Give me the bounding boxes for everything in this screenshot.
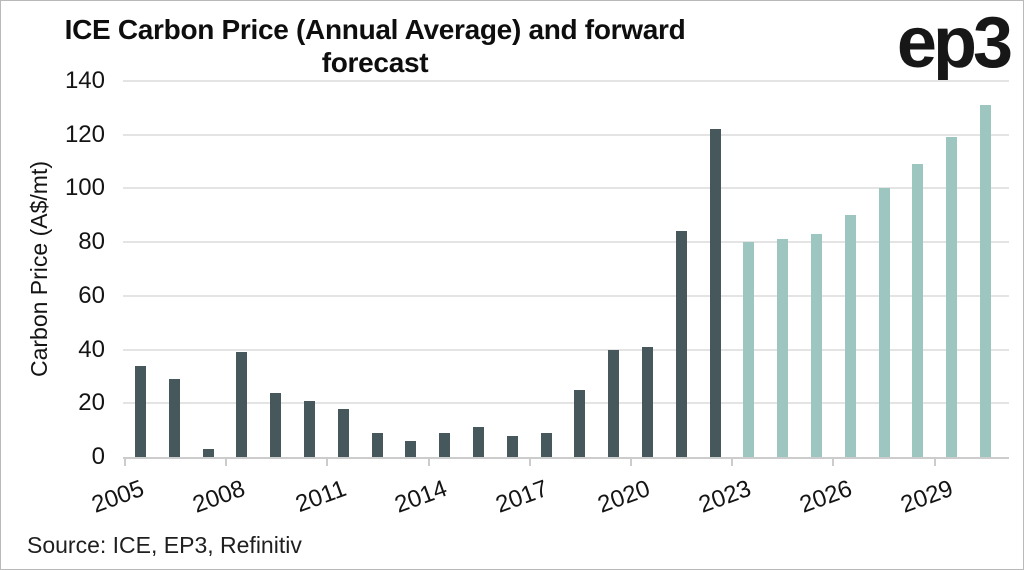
x-tick-2005 <box>124 459 126 466</box>
x-tick-label-2020: 2020 <box>593 475 654 519</box>
x-tick-2029 <box>933 459 936 466</box>
y-tick-label-120: 120 <box>64 120 105 148</box>
gridline-120 <box>123 133 1009 136</box>
x-tick-label-2005: 2005 <box>87 475 148 519</box>
gridline-20 <box>123 402 1009 405</box>
x-tick-label-2011: 2011 <box>291 475 350 519</box>
bar-2018 <box>574 389 586 457</box>
x-tick-2023 <box>731 459 734 466</box>
x-tick-2026 <box>832 459 835 466</box>
y-tick-label-20: 20 <box>78 389 105 417</box>
bar-2021 <box>675 231 687 457</box>
bar-2022 <box>709 129 721 457</box>
gridline-80 <box>123 241 1009 244</box>
y-tick-label-0: 0 <box>91 443 105 470</box>
bar-2012 <box>371 432 383 457</box>
bar-2030 <box>980 105 991 457</box>
x-tick-2014 <box>427 459 430 466</box>
bar-2023 <box>743 242 755 457</box>
bar-2020 <box>642 346 653 457</box>
y-tick-label-140: 140 <box>64 67 105 94</box>
bar-2029 <box>946 137 958 457</box>
x-tick-label-2023: 2023 <box>695 475 755 519</box>
gridline-140 <box>123 80 1009 83</box>
bar-2007 <box>202 448 214 457</box>
bar-2027 <box>878 188 890 457</box>
bar-2008 <box>236 352 248 457</box>
bar-2015 <box>473 427 484 457</box>
bar-2005 <box>135 365 146 457</box>
x-axis-line <box>123 457 1009 459</box>
x-tick-2008 <box>225 459 228 466</box>
bar-2010 <box>304 400 315 457</box>
chart-title-line1: ICE Carbon Price (Annual Average) and fo… <box>64 14 686 45</box>
y-tick-label-80: 80 <box>78 228 105 256</box>
x-tick-label-2029: 2029 <box>897 475 957 519</box>
bar-2009 <box>270 392 282 457</box>
bar-2024 <box>777 239 789 457</box>
x-tick-2017 <box>528 459 531 466</box>
bar-2025 <box>811 234 822 457</box>
bar-2026 <box>844 215 856 457</box>
bar-2006 <box>168 379 180 457</box>
x-tick-label-2008: 2008 <box>189 475 249 519</box>
bar-2013 <box>405 440 417 457</box>
plot-area <box>123 80 1009 457</box>
source-note: Source: ICE, EP3, Refinitiv <box>27 532 302 558</box>
bar-2017 <box>540 432 552 457</box>
x-tick-label-2017: 2017 <box>492 475 553 519</box>
x-tick-2011 <box>326 459 329 466</box>
bar-2011 <box>337 408 349 457</box>
x-tick-label-2026: 2026 <box>796 475 856 519</box>
chart-title-line2: forecast <box>321 47 429 78</box>
chart-title: ICE Carbon Price (Annual Average) and fo… <box>25 13 725 79</box>
gridline-40 <box>123 348 1009 351</box>
gridline-60 <box>123 294 1009 297</box>
y-tick-label-60: 60 <box>78 281 105 309</box>
x-tick-2020 <box>630 459 632 466</box>
ep3-logo: ep3 <box>896 3 1013 83</box>
gridline-100 <box>123 187 1009 190</box>
y-tick-label-100: 100 <box>64 174 105 202</box>
bar-2019 <box>608 349 620 457</box>
y-tick-label-40: 40 <box>78 335 105 363</box>
bar-2014 <box>439 432 451 457</box>
bar-2016 <box>506 435 518 457</box>
x-tick-label-2014: 2014 <box>391 475 451 519</box>
bar-2028 <box>912 164 924 457</box>
